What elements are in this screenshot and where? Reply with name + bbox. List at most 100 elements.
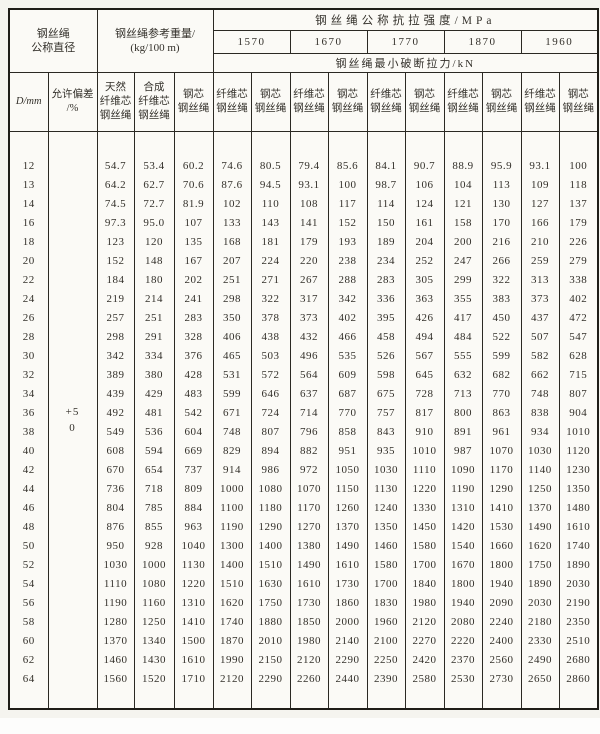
cell-value: 106 bbox=[404, 176, 445, 195]
table-row: 26 257 251 283 350 378 373 402 395 426 417 450 437 47… bbox=[8, 309, 599, 328]
cell-value: 963 bbox=[173, 518, 214, 537]
cell-value: 1610 bbox=[327, 556, 368, 575]
cell-value: 494 bbox=[404, 328, 445, 347]
col-header-steel-core-1870: 钢芯 钢丝绳 bbox=[481, 71, 522, 132]
cell-value: 98.7 bbox=[366, 176, 406, 195]
cell-value: 204 bbox=[404, 233, 445, 252]
cell-value: 109 bbox=[520, 176, 560, 195]
cell-value: 598 bbox=[366, 366, 406, 385]
cell-value: 336 bbox=[366, 290, 406, 309]
cell-value: 85.6 bbox=[327, 157, 368, 176]
spacer-cell bbox=[212, 131, 252, 157]
cell-value: 609 bbox=[327, 366, 368, 385]
table-row: 60 1370 1340 1500 1870 2010 1980 2140 2100 2270 22… bbox=[8, 632, 599, 651]
cell-value: 1530 bbox=[481, 518, 522, 537]
cell-value: 1330 bbox=[404, 499, 445, 518]
cell-value: 1730 bbox=[289, 594, 329, 613]
cell-value: 466 bbox=[327, 328, 368, 347]
cell-diameter: 60 bbox=[8, 632, 49, 651]
cell-value: 2100 bbox=[366, 632, 406, 651]
cell-value: 1560 bbox=[96, 670, 135, 689]
cell-value: 472 bbox=[558, 309, 599, 328]
cell-value: 1490 bbox=[520, 518, 560, 537]
cell-value: 252 bbox=[404, 252, 445, 271]
cell-value: 1610 bbox=[289, 575, 329, 594]
cell-diameter: 56 bbox=[8, 594, 49, 613]
cell-value: 785 bbox=[133, 499, 175, 518]
cell-value: 858 bbox=[327, 423, 368, 442]
spacer-cell bbox=[96, 689, 135, 709]
cell-value: 1140 bbox=[520, 461, 560, 480]
col-header-fiber-core-1570: 纤维芯 钢丝绳 bbox=[212, 71, 252, 132]
table-row: 48 876 855 963 1190 1290 1270 1370 1350 1450 1420 1… bbox=[8, 518, 599, 537]
cell-value: 2030 bbox=[520, 594, 560, 613]
cell-value: 2400 bbox=[481, 632, 522, 651]
cell-value: 1400 bbox=[250, 537, 291, 556]
cell-value: 395 bbox=[366, 309, 406, 328]
header-row-columns: D/mm 允许偏差 /% 天然 纤维芯 钢丝绳 合成 纤维芯 钢丝绳 钢芯 钢丝… bbox=[8, 71, 599, 132]
cell-value: 2350 bbox=[558, 613, 599, 632]
cell-value: 338 bbox=[558, 271, 599, 290]
cell-value: 376 bbox=[173, 347, 214, 366]
cell-value: 193 bbox=[327, 233, 368, 252]
cell-value: 809 bbox=[173, 480, 214, 499]
cell-value: 2860 bbox=[558, 670, 599, 689]
cell-value: 736 bbox=[96, 480, 135, 499]
cell-value: 334 bbox=[133, 347, 175, 366]
cell-value: 95.9 bbox=[481, 157, 522, 176]
cell-value: 987 bbox=[443, 442, 483, 461]
cell-value: 1890 bbox=[520, 575, 560, 594]
cell-diameter: 48 bbox=[8, 518, 49, 537]
cell-value: 1180 bbox=[250, 499, 291, 518]
cell-value: 1400 bbox=[212, 556, 252, 575]
cell-diameter: 44 bbox=[8, 480, 49, 499]
cell-value: 117 bbox=[327, 195, 368, 214]
cell-value: 342 bbox=[327, 290, 368, 309]
cell-value: 1990 bbox=[212, 651, 252, 670]
cell-value: 748 bbox=[212, 423, 252, 442]
cell-value: 458 bbox=[366, 328, 406, 347]
cell-value: 713 bbox=[443, 385, 483, 404]
cell-value: 884 bbox=[173, 499, 214, 518]
table-row: 16 97.3 95.0 107 133 143 141 152 150 161 158 170 166… bbox=[8, 214, 599, 233]
cell-value: 95.0 bbox=[133, 214, 175, 233]
cell-diameter: 28 bbox=[8, 328, 49, 347]
cell-value: 2030 bbox=[558, 575, 599, 594]
cell-value: 935 bbox=[366, 442, 406, 461]
spacer-cell bbox=[289, 131, 329, 157]
cell-value: 1170 bbox=[289, 499, 329, 518]
cell-value: 226 bbox=[558, 233, 599, 252]
cell-value: 380 bbox=[133, 366, 175, 385]
cell-value: 110 bbox=[250, 195, 291, 214]
cell-value: 328 bbox=[173, 328, 214, 347]
cell-value: 299 bbox=[443, 271, 483, 290]
cell-value: 1220 bbox=[404, 480, 445, 499]
cell-value: 817 bbox=[404, 404, 445, 423]
cell-value: 1500 bbox=[173, 632, 214, 651]
cell-value: 914 bbox=[212, 461, 252, 480]
spacer-cell bbox=[250, 131, 291, 157]
cell-value: 876 bbox=[96, 518, 135, 537]
cell-value: 737 bbox=[173, 461, 214, 480]
cell-value: 1030 bbox=[520, 442, 560, 461]
cell-value: 2120 bbox=[404, 613, 445, 632]
cell-value: 757 bbox=[366, 404, 406, 423]
cell-value: 687 bbox=[327, 385, 368, 404]
tolerance-cell: +5 0 bbox=[47, 131, 98, 709]
cell-value: 450 bbox=[481, 309, 522, 328]
cell-value: 1030 bbox=[96, 556, 135, 575]
cell-value: 2090 bbox=[481, 594, 522, 613]
cell-value: 148 bbox=[133, 252, 175, 271]
cell-value: 152 bbox=[96, 252, 135, 271]
cell-value: 373 bbox=[520, 290, 560, 309]
cell-value: 1410 bbox=[481, 499, 522, 518]
cell-value: 1960 bbox=[366, 613, 406, 632]
cell-value: 904 bbox=[558, 404, 599, 423]
cell-value: 298 bbox=[212, 290, 252, 309]
wire-rope-spec-table: 钢丝绳 公称直径 钢丝绳参考重量/ (kg/100 m) 钢丝绳公称抗拉强度/M… bbox=[8, 8, 600, 710]
cell-value: 536 bbox=[133, 423, 175, 442]
table-row: 20 152 148 167 207 224 220 238 234 252 247 266 259 27… bbox=[8, 252, 599, 271]
spacer-cell bbox=[250, 689, 291, 709]
cell-value: 184 bbox=[96, 271, 135, 290]
cell-value: 234 bbox=[366, 252, 406, 271]
